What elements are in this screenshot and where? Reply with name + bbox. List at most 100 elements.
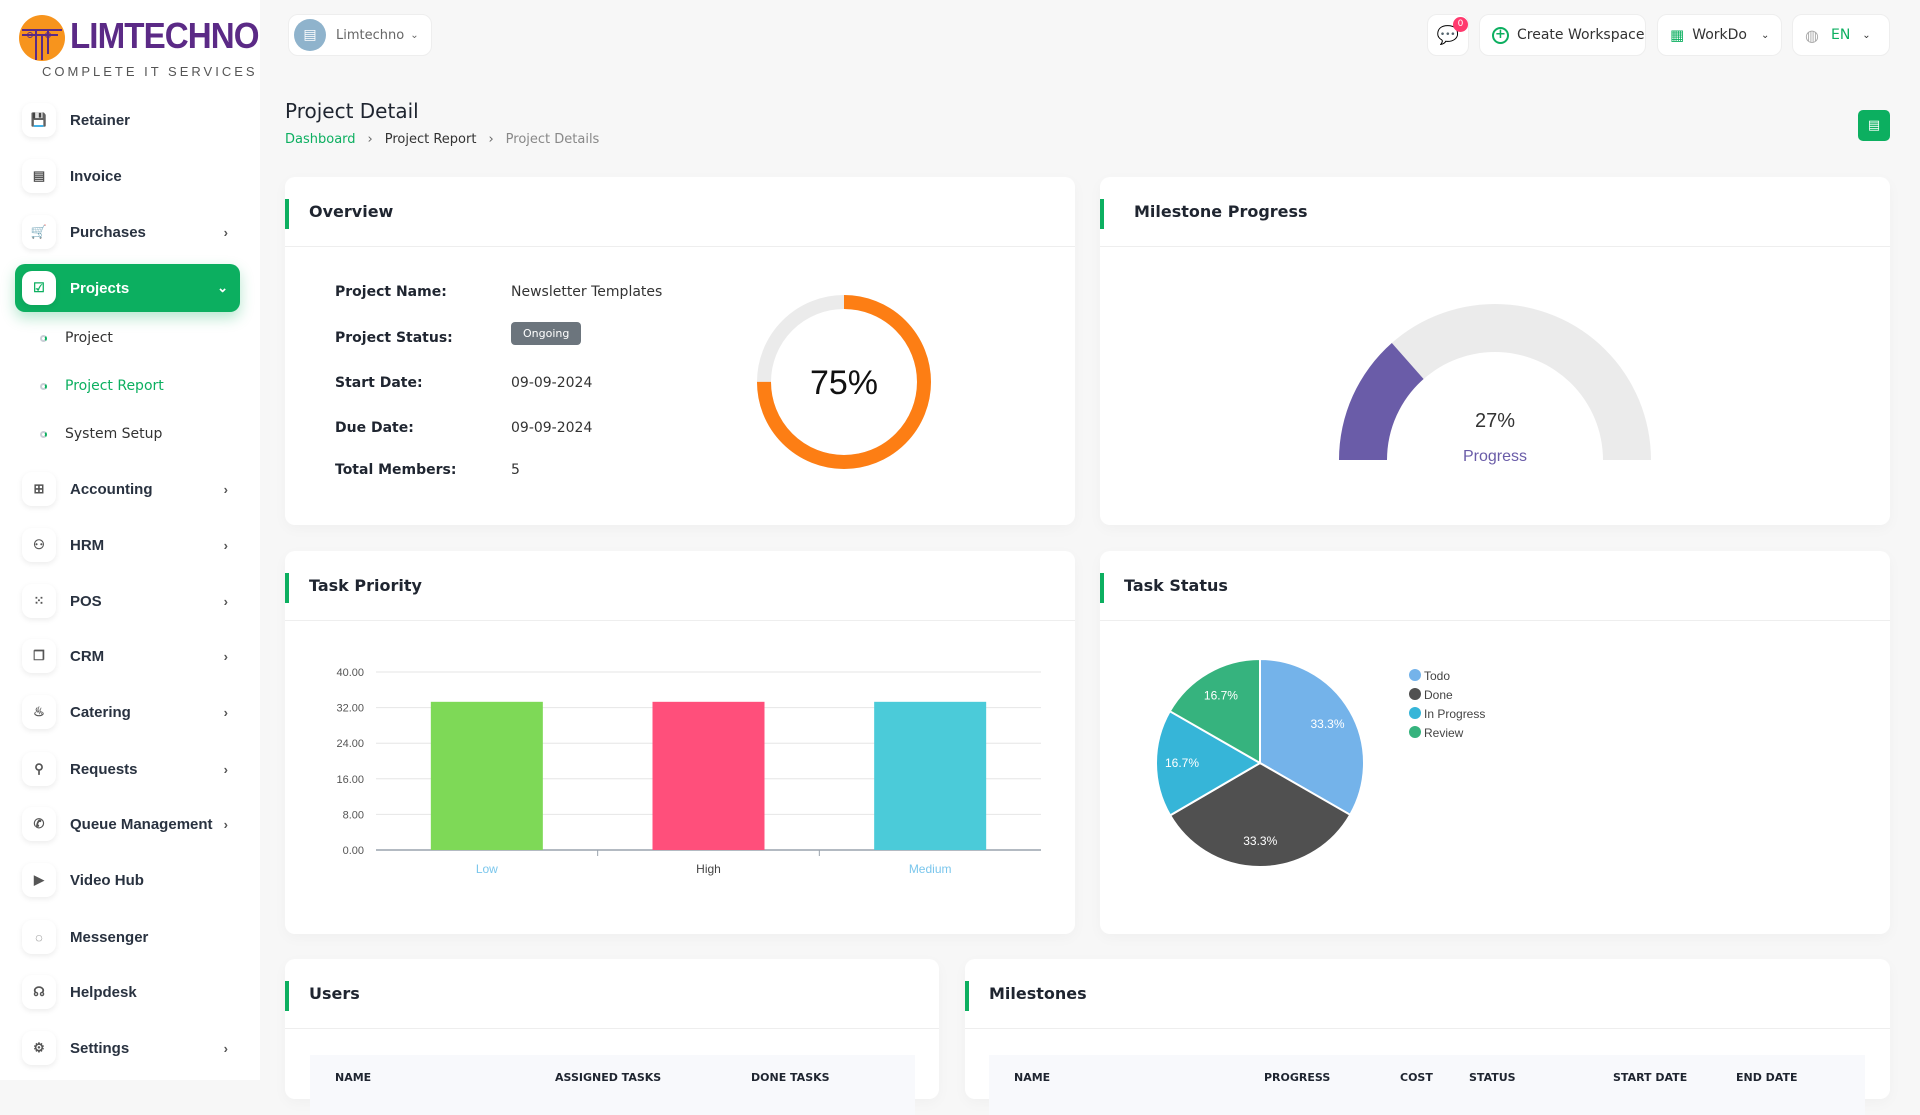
column-header[interactable]: START DATE (1613, 1071, 1688, 1084)
column-header[interactable]: NAME (335, 1071, 372, 1084)
sidebar-item-hrm[interactable]: ⚇ HRM › (15, 521, 240, 569)
y-tick-label: 32.00 (336, 703, 364, 715)
sidebar-item-projects[interactable]: ☑ Projects ⌄ (15, 264, 240, 312)
sidebar-item-queue-management[interactable]: ✆ Queue Management › (15, 800, 240, 848)
users-table-header: NAME ASSIGNED TASKS DONE TASKS (310, 1055, 915, 1115)
sidebar-item-label: Accounting (70, 480, 153, 498)
users-icon: ⚇ (22, 528, 56, 562)
progress-donut: 75% (757, 295, 931, 469)
brand-logo[interactable]: LIMTECHNO COMPLETE IT SERVICES (18, 12, 260, 84)
globe-icon: ◍ (1805, 25, 1819, 45)
sidebar-item-label: Helpdesk (70, 983, 137, 1001)
breadcrumb: Dashboard › Project Report › Project Detai… (285, 132, 599, 147)
language-label: EN (1830, 27, 1851, 43)
sidebar-item-video-hub[interactable]: ▶ Video Hub (15, 856, 240, 904)
sidebar-item-helpdesk[interactable]: ☊ Helpdesk (15, 968, 240, 1016)
sidebar-item-retainer[interactable]: 💾 Retainer (15, 96, 240, 144)
sidebar-item-label: Retainer (70, 111, 131, 129)
breadcrumb-project-report[interactable]: Project Report (384, 132, 477, 147)
sidebar-item-crm[interactable]: ❐ CRM › (15, 632, 240, 680)
sidebar-item-label: Messenger (70, 928, 149, 946)
language-dropdown[interactable]: ◍ EN ⌄ (1792, 14, 1890, 56)
donut-progress-arc (757, 295, 931, 469)
breadcrumb-current: Project Details (505, 132, 600, 147)
chevron-down-icon: ⌄ (410, 29, 419, 41)
field-label: Total Members: (335, 462, 457, 478)
sidebar-subitem-system-setup[interactable]: System Setup (40, 426, 162, 442)
milestone-gauge: 27% Progress (1339, 304, 1651, 465)
sidebar-item-messenger[interactable]: ◌ Messenger (15, 913, 240, 961)
chevron-right-icon: › (223, 816, 228, 832)
create-workspace-button[interactable]: + Create Workspace (1479, 14, 1646, 56)
x-tick-label: Medium (909, 862, 952, 876)
field-label: Start Date: (335, 375, 423, 391)
sidebar-item-invoice[interactable]: ▤ Invoice (15, 152, 240, 200)
legend-label: Done (1424, 688, 1453, 702)
sidebar-item-catering[interactable]: ♨ Catering › (15, 688, 240, 736)
sidebar-item-pos[interactable]: ⁙ POS › (15, 577, 240, 625)
phone-icon: ✆ (22, 807, 56, 841)
sidebar-item-purchases[interactable]: 🛒 Purchases › (15, 208, 240, 256)
project-name-value: Newsletter Templates (511, 284, 663, 300)
milestones-header: Milestones (965, 959, 1890, 1029)
file-icon: ▤ (1867, 118, 1881, 133)
column-header[interactable]: PROGRESS (1264, 1071, 1331, 1084)
column-header[interactable]: COST (1400, 1071, 1433, 1084)
y-tick-label: 8.00 (343, 809, 364, 821)
legend-label: Review (1424, 726, 1464, 740)
page-title: Project Detail (285, 99, 419, 123)
column-header[interactable]: ASSIGNED TASKS (555, 1071, 662, 1084)
sidebar-item-label: POS (70, 592, 102, 610)
brand-tagline: COMPLETE IT SERVICES (42, 64, 258, 79)
bar-high (652, 701, 765, 850)
sidebar-item-requests[interactable]: ⚲ Requests › (15, 745, 240, 793)
legend-label: In Progress (1424, 707, 1485, 721)
messages-button[interactable]: 💬 0 (1427, 14, 1469, 56)
workspace-switcher[interactable]: ▤ Limtechno ⌄ (288, 14, 432, 56)
export-pdf-button[interactable]: ▤ (1858, 110, 1890, 141)
workdo-dropdown[interactable]: ▦ WorkDo ⌄ (1657, 14, 1782, 56)
pie-slice-review (1168, 657, 1261, 765)
column-header[interactable]: STATUS (1469, 1071, 1516, 1084)
sidebar-item-settings[interactable]: ⚙ Settings › (15, 1024, 240, 1072)
sidebar-item-label: HRM (70, 536, 105, 554)
chevron-right-icon: › (223, 481, 228, 497)
gear-icon: ⚙ (22, 1031, 56, 1065)
x-tick-label: Low (476, 862, 498, 876)
sidebar-subitem-project-report[interactable]: Project Report (40, 378, 164, 394)
task-status-header: Task Status (1100, 551, 1890, 621)
due-date-value: 09-09-2024 (511, 420, 593, 436)
milestones-title: Milestones (989, 984, 1087, 1003)
column-header[interactable]: DONE TASKS (751, 1071, 830, 1084)
legend-swatch (1409, 707, 1421, 719)
sidebar-subitem-label: System Setup (65, 426, 163, 442)
task-priority-header: Task Priority (285, 551, 1075, 621)
chevron-down-icon: ⌄ (217, 280, 228, 295)
task-priority-card: Task Priority 0.00 8.00 16.00 24.00 32.00 40.… (285, 551, 1075, 934)
sidebar: LIMTECHNO COMPLETE IT SERVICES 💾 Retainer… (0, 0, 260, 1080)
sidebar-item-accounting[interactable]: ⊞ Accounting › (15, 465, 240, 513)
bullet-icon (40, 382, 47, 390)
chef-icon: ♨ (22, 695, 56, 729)
chevron-right-icon: › (223, 593, 228, 609)
message-icon: ◌ (22, 920, 56, 954)
sidebar-subitem-label: Project Report (65, 378, 164, 394)
pie-value-label: 16.7% (1165, 756, 1199, 770)
sidebar-item-label: Video Hub (70, 871, 144, 889)
create-workspace-label: Create Workspace (1517, 27, 1645, 43)
column-header[interactable]: END DATE (1736, 1071, 1798, 1084)
pie-slice-in-progress (1155, 709, 1262, 817)
milestones-table-header: NAME PROGRESS COST STATUS START DATE END… (989, 1055, 1865, 1115)
breadcrumb-dashboard[interactable]: Dashboard (285, 132, 356, 147)
sidebar-item-label: Invoice (70, 167, 122, 185)
sidebar-item-label: Projects (70, 279, 130, 297)
sidebar-subitem-project[interactable]: Project (40, 330, 113, 346)
sidebar-item-label: CRM (70, 647, 105, 665)
field-label: Project Status: (335, 330, 453, 346)
pie-value-label: 33.3% (1243, 834, 1277, 848)
bar-medium (874, 701, 987, 850)
column-header[interactable]: NAME (1014, 1071, 1051, 1084)
milestone-progress-card: Milestone Progress 27% Progress (1100, 177, 1890, 525)
legend-swatch (1409, 669, 1421, 681)
users-header: Users (285, 959, 939, 1029)
